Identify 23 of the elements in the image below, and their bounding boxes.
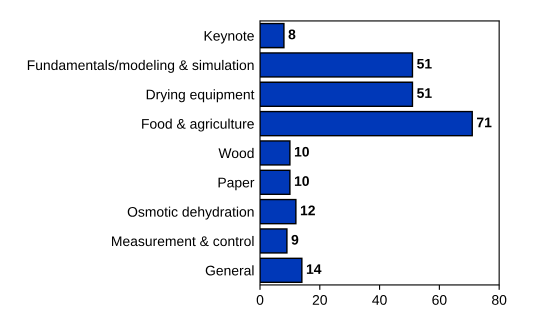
- y-tick-label: General: [206, 265, 254, 276]
- y-tick-label: Food & agriculture: [142, 118, 254, 132]
- x-tick-label: 40: [372, 295, 387, 305]
- data-label: 12: [300, 206, 315, 216]
- x-tick-label: 60: [432, 295, 447, 305]
- x-tick-label: 20: [312, 295, 327, 305]
- x-tick-label: 0: [256, 295, 264, 305]
- data-label: 51: [417, 58, 432, 69]
- data-label: 8: [288, 29, 296, 40]
- y-tick-label: Drying equipment: [146, 89, 254, 102]
- y-tick-label: Measurement & control: [112, 236, 254, 246]
- x-tick-label: 80: [492, 295, 506, 305]
- y-tick-label: Keynote: [204, 31, 254, 44]
- data-label: 10: [294, 146, 309, 157]
- y-tick-label: Paper: [218, 178, 254, 190]
- data-label: 71: [477, 118, 492, 128]
- data-label: 14: [306, 264, 322, 274]
- y-tick-label: Fundamentals/modeling & simulation: [28, 60, 254, 73]
- data-label: 10: [294, 176, 309, 186]
- data-label: 51: [417, 88, 432, 98]
- y-tick-label: Wood: [218, 148, 254, 158]
- data-label: 9: [292, 234, 298, 245]
- y-tick-label: Osmotic dehydration: [128, 206, 254, 220]
